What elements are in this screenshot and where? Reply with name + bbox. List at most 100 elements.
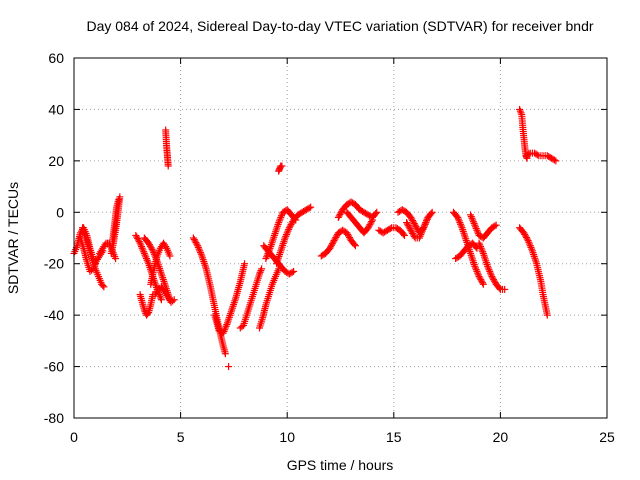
data-point xyxy=(268,239,276,247)
data-point xyxy=(278,162,286,170)
data-point xyxy=(468,255,476,263)
data-point xyxy=(277,245,285,253)
data-point xyxy=(419,225,427,233)
data-point xyxy=(337,209,345,217)
data-point xyxy=(474,228,482,236)
data-point xyxy=(286,222,294,230)
data-point xyxy=(455,217,463,225)
data-point xyxy=(157,294,165,302)
data-point xyxy=(550,156,558,164)
data-point xyxy=(144,310,152,318)
data-point xyxy=(367,219,375,227)
data-point xyxy=(521,230,529,238)
data-point xyxy=(333,232,341,240)
data-point xyxy=(368,216,376,224)
data-point xyxy=(478,246,486,254)
data-point xyxy=(373,208,381,216)
y-tick-labels: -80 -60 -40 -20 0 20 40 60 xyxy=(44,50,64,426)
data-point xyxy=(190,236,198,244)
data-point xyxy=(364,224,372,232)
data-point xyxy=(146,242,154,250)
data-point xyxy=(159,276,167,284)
data-point xyxy=(195,245,203,253)
data-point xyxy=(285,225,293,233)
data-point xyxy=(409,229,417,237)
data-point xyxy=(344,230,352,238)
data-point xyxy=(226,312,234,320)
data-point xyxy=(526,242,534,250)
data-point xyxy=(99,282,107,290)
data-point xyxy=(279,241,287,249)
data-point xyxy=(283,229,291,237)
data-point xyxy=(241,260,249,268)
x-tick-label: 20 xyxy=(493,429,509,445)
data-point xyxy=(285,224,293,232)
data-point xyxy=(290,267,298,275)
data-point xyxy=(140,249,148,257)
data-point xyxy=(491,222,499,230)
data-point xyxy=(408,215,416,223)
data-point xyxy=(410,220,418,228)
data-point xyxy=(147,244,155,252)
data-point xyxy=(196,249,204,257)
data-point xyxy=(227,308,235,316)
y-tick-label: 40 xyxy=(48,101,64,117)
data-point xyxy=(140,306,148,314)
data-point xyxy=(528,245,536,253)
data-point xyxy=(467,211,475,219)
data-point xyxy=(462,235,470,243)
data-point xyxy=(329,238,337,246)
data-point xyxy=(454,213,462,221)
data-point xyxy=(142,255,150,263)
data-point xyxy=(148,245,156,253)
data-point xyxy=(467,251,475,259)
data-point xyxy=(495,284,503,292)
data-marks xyxy=(70,105,560,371)
data-point xyxy=(471,221,479,229)
data-point xyxy=(524,237,532,245)
data-point xyxy=(533,151,541,159)
data-point xyxy=(428,208,436,216)
data-point xyxy=(270,233,278,241)
data-point xyxy=(145,241,153,249)
data-point xyxy=(522,233,530,241)
data-point xyxy=(460,231,468,239)
data-point xyxy=(228,306,236,314)
data-point xyxy=(149,247,157,255)
data-point xyxy=(230,299,238,307)
data-point xyxy=(472,225,480,233)
data-point xyxy=(143,256,151,264)
data-point xyxy=(400,231,408,239)
data-point xyxy=(478,279,486,287)
data-point xyxy=(516,107,524,115)
data-point xyxy=(479,248,487,256)
data-point xyxy=(477,276,485,284)
data-point xyxy=(476,274,484,282)
data-point xyxy=(141,251,149,259)
data-point xyxy=(140,248,148,256)
x-tick-label: 10 xyxy=(279,429,295,445)
data-point xyxy=(420,222,428,230)
data-point xyxy=(305,204,313,212)
data-point xyxy=(415,234,423,242)
data-point xyxy=(279,240,287,248)
data-point xyxy=(335,212,343,220)
data-point xyxy=(386,225,394,233)
data-point xyxy=(468,214,476,222)
data-point xyxy=(157,296,165,304)
data-point xyxy=(461,233,469,241)
data-point xyxy=(403,220,411,228)
data-point xyxy=(162,243,170,251)
data-point xyxy=(288,268,296,276)
data-point xyxy=(220,327,228,335)
data-point xyxy=(407,226,415,234)
data-point xyxy=(156,292,164,300)
data-point xyxy=(231,297,239,305)
data-point xyxy=(287,221,295,229)
data-point xyxy=(169,297,177,305)
data-point xyxy=(368,218,376,226)
data-point xyxy=(136,239,144,247)
data-point xyxy=(201,261,209,269)
data-point xyxy=(412,223,420,231)
